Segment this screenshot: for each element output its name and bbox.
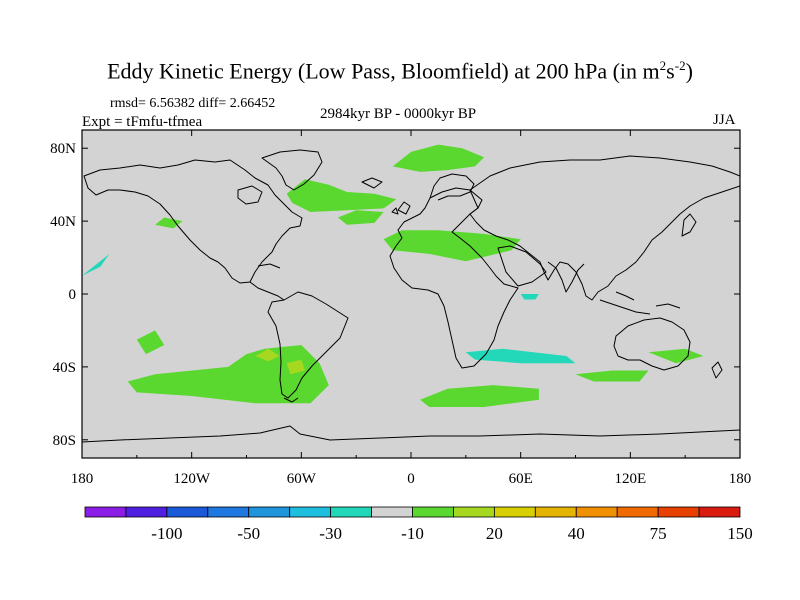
coast-cuba <box>257 263 281 269</box>
experiment-label: Expt = tFmfu-tfmea <box>82 114 203 130</box>
coast-tierra-del-fuego <box>283 397 299 403</box>
coast-asia <box>469 155 740 301</box>
season-label: JJA <box>713 112 736 128</box>
anomaly-region <box>465 348 576 364</box>
y-tick-label: 80S <box>53 433 76 449</box>
y-tick-label: 40S <box>53 360 76 376</box>
coastlines <box>82 149 740 443</box>
anomaly-region <box>286 179 397 212</box>
colorbar-swatch <box>330 506 372 518</box>
anomaly-region <box>648 348 704 364</box>
coast-indonesia <box>599 291 681 315</box>
coast-greenland <box>261 149 323 191</box>
colorbar-swatch <box>289 506 332 518</box>
colorbar-swatch <box>698 506 741 518</box>
coast-arabia <box>497 245 547 287</box>
colorbar-swatch <box>84 506 127 518</box>
coast-new-zealand <box>711 361 723 379</box>
colorbar-swatch <box>248 506 291 518</box>
anomaly-region <box>575 370 649 382</box>
stats-label: rmsd= 6.56382 diff= 2.66452 <box>110 96 276 111</box>
colorbar-swatch <box>575 506 618 518</box>
coast-iceland <box>361 177 383 189</box>
colorbar-swatch <box>493 506 536 518</box>
y-tick-label: 80N <box>50 141 76 157</box>
coast-scandinavia <box>429 173 475 201</box>
colorbar-swatch <box>657 506 700 518</box>
colorbar-swatch <box>207 506 250 518</box>
coast-australia <box>613 317 691 371</box>
colorbar-swatch <box>453 506 495 518</box>
period-label: 2984kyr BP - 0000kyr BP <box>320 106 477 122</box>
coast-antarctica <box>82 425 740 443</box>
anomaly-layer <box>82 144 704 407</box>
colorbar-label: 40 <box>568 524 585 543</box>
title-unit-sup1: 2 <box>659 58 667 73</box>
coast-hudson-bay <box>237 185 263 205</box>
colorbar-swatch <box>534 506 577 518</box>
anomaly-region <box>337 210 384 225</box>
x-tick-label: 120W <box>173 471 211 487</box>
coast-india <box>547 261 585 293</box>
x-tick-label: 120E <box>614 471 646 487</box>
x-axis: 180 120W 60W 0 60E 120E 180 <box>71 130 752 487</box>
colorbar-label: -50 <box>237 524 260 543</box>
coast-north-america <box>83 159 303 284</box>
chart-title: Eddy Kinetic Energy (Low Pass, Bloomfiel… <box>0 58 800 84</box>
anomaly-region <box>82 253 110 276</box>
colorbar: -100 -50 -30 -10 20 40 75 150 <box>84 506 753 543</box>
colorbar-label: -10 <box>401 524 424 543</box>
x-tick-label: 60W <box>287 471 317 487</box>
anomaly-region <box>255 348 280 362</box>
coast-british-isles <box>391 201 411 215</box>
colorbar-label: -30 <box>319 524 342 543</box>
plot-background <box>82 130 740 458</box>
colorbar-label: 150 <box>727 524 753 543</box>
coast-europe-africa <box>389 187 519 369</box>
anomaly-region <box>127 345 329 404</box>
x-tick-label: 180 <box>71 471 94 487</box>
colorbar-label: -100 <box>151 524 182 543</box>
anomaly-region <box>136 330 165 355</box>
x-tick-label: 60E <box>509 471 533 487</box>
colorbar-swatch <box>616 506 659 518</box>
title-unit-mid: s <box>666 58 675 84</box>
anomaly-region <box>383 230 521 262</box>
x-tick-label: 0 <box>407 471 415 487</box>
title-close: ) <box>685 58 693 84</box>
anomaly-region <box>286 359 305 375</box>
anomaly-region <box>520 294 539 300</box>
chart-title-text: Eddy Kinetic Energy (Low Pass, Bloomfiel… <box>107 58 660 84</box>
y-tick-label: 40N <box>50 214 76 230</box>
colorbar-swatch <box>412 506 454 518</box>
anomaly-region <box>392 144 485 172</box>
coast-japan <box>681 213 697 237</box>
colorbar-label: 75 <box>650 524 667 543</box>
colorbar-swatch <box>371 506 413 518</box>
coast-central-america <box>249 281 285 301</box>
x-tick-label: 180 <box>729 471 752 487</box>
title-unit-sup2: -2 <box>674 58 686 73</box>
y-axis: 80N 40N 0 40S 80S <box>50 141 740 449</box>
y-tick-label: 0 <box>69 287 77 303</box>
coast-south-america <box>267 291 349 399</box>
colorbar-label: 20 <box>486 524 503 543</box>
colorbar-swatch <box>166 506 209 518</box>
anomaly-region <box>155 217 183 229</box>
colorbar-swatch <box>125 506 168 518</box>
anomaly-region <box>420 385 539 407</box>
